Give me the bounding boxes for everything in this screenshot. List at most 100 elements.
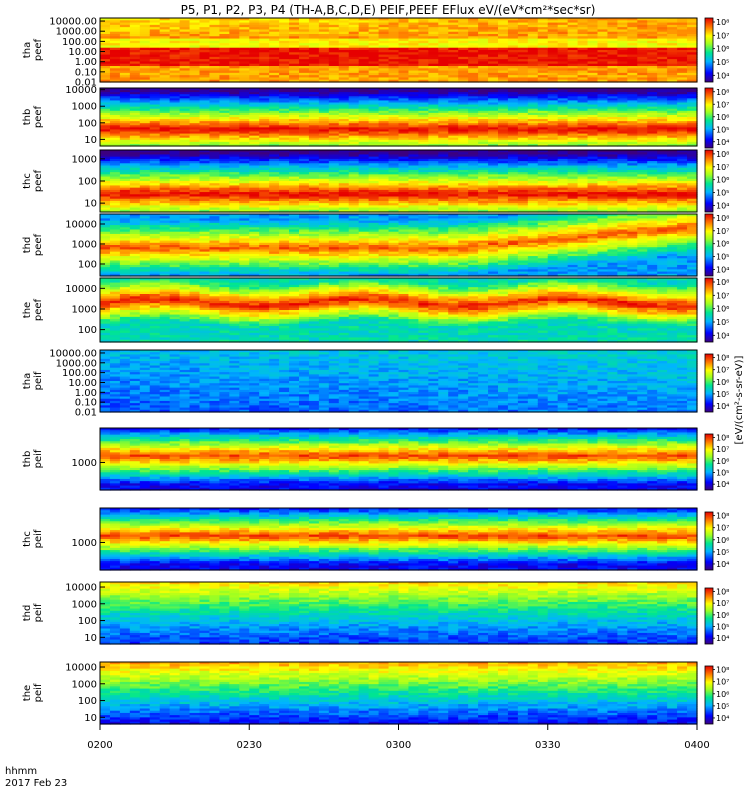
y-tick-label: 10000.00 (49, 17, 97, 28)
cell (159, 106, 171, 110)
cell (687, 63, 698, 67)
cell (677, 20, 688, 24)
cell (448, 56, 459, 60)
cell (537, 45, 549, 49)
cell (338, 20, 350, 24)
cell (249, 106, 260, 110)
cell (587, 22, 599, 26)
spectrogram-cells-thb-peef (100, 88, 698, 147)
cell (219, 121, 230, 124)
cell (289, 88, 300, 91)
cell (100, 127, 111, 131)
cell (109, 38, 121, 42)
cell (617, 63, 628, 67)
cell (398, 79, 410, 83)
cell (189, 72, 201, 76)
cell (617, 72, 628, 76)
cell (229, 125, 240, 128)
cell (338, 34, 350, 37)
cell (328, 22, 340, 26)
y-tick-label: 1.00 (75, 57, 97, 68)
cell (139, 50, 151, 53)
cell (189, 104, 201, 108)
cell (139, 133, 151, 137)
cell (139, 100, 151, 104)
cell (478, 72, 489, 76)
cell (627, 34, 638, 37)
cell (209, 22, 220, 26)
cell (209, 63, 220, 67)
cell (408, 63, 419, 67)
cell (567, 56, 579, 60)
cell (657, 34, 668, 37)
cell (209, 133, 220, 137)
cell (438, 68, 449, 72)
cell (438, 24, 449, 28)
cell (189, 47, 201, 51)
cell (358, 54, 370, 58)
cell (249, 56, 260, 60)
cell (289, 92, 300, 95)
cell (299, 94, 310, 97)
cell (299, 61, 310, 65)
cell (249, 114, 260, 118)
cell (617, 79, 628, 83)
cell (239, 52, 250, 56)
cell (368, 27, 380, 31)
cell (318, 66, 330, 69)
cell (289, 20, 300, 24)
cell (348, 31, 360, 35)
cell (279, 66, 290, 69)
cell (537, 63, 549, 67)
cell (179, 102, 191, 106)
cell (468, 54, 479, 58)
cell (299, 106, 310, 110)
cell (597, 61, 609, 65)
cell (328, 40, 340, 44)
cell (129, 88, 141, 91)
cell (299, 75, 310, 79)
cell (129, 52, 141, 56)
cell (149, 98, 161, 102)
cell (199, 117, 211, 120)
cell (259, 125, 270, 128)
cell (209, 94, 220, 97)
cell (100, 59, 111, 63)
cell (129, 114, 141, 118)
cell (587, 29, 599, 33)
cell (587, 27, 599, 31)
cell (109, 77, 121, 81)
cell (388, 24, 400, 28)
cell (418, 18, 429, 21)
cell (159, 45, 171, 49)
cell (119, 129, 131, 133)
cell (517, 47, 529, 51)
cell (318, 72, 330, 76)
cell (677, 34, 688, 37)
cell (179, 119, 191, 122)
cell (139, 137, 151, 141)
cell (229, 139, 240, 143)
cell (289, 125, 300, 128)
cell (169, 63, 181, 67)
cell (478, 45, 489, 49)
cell (289, 114, 300, 118)
panels-group: 10000.001000.00100.0010.001.000.100.01th… (22, 17, 698, 725)
cell (677, 24, 688, 28)
cell (100, 131, 111, 135)
cell (458, 56, 469, 60)
cell (507, 75, 519, 79)
cell (169, 77, 181, 81)
cell (139, 119, 151, 122)
cell (179, 135, 191, 139)
cell (418, 77, 429, 81)
cell (269, 117, 280, 120)
cell (478, 52, 489, 56)
cell (229, 45, 240, 49)
cell (587, 79, 599, 83)
cell (488, 18, 499, 21)
cell (269, 70, 280, 74)
cell (199, 22, 211, 26)
cell (358, 77, 370, 81)
cell (139, 121, 151, 124)
